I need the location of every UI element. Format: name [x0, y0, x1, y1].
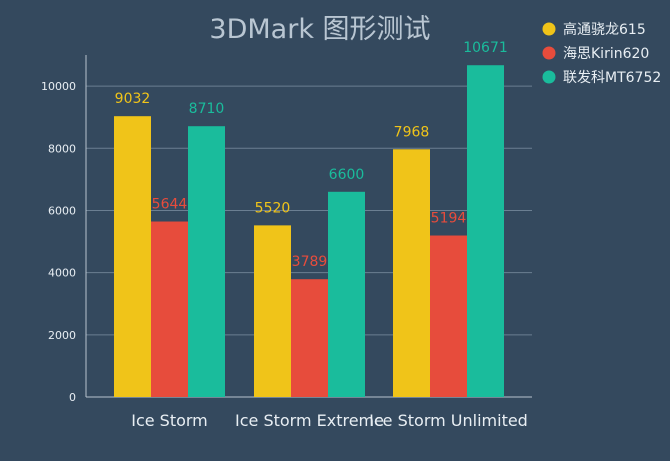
x-tick-label: Ice Storm Unlimited	[369, 411, 528, 430]
legend-marker	[542, 70, 556, 84]
x-tick-label: Ice Storm	[131, 411, 208, 430]
legend-label: 联发科MT6752	[563, 70, 661, 86]
legend-label: 海思Kirin620	[563, 46, 649, 62]
bar	[188, 126, 225, 397]
bar	[291, 279, 328, 397]
bar	[328, 191, 365, 397]
y-tick-label: 4000	[48, 267, 76, 280]
data-label: 9032	[115, 91, 151, 107]
legend-marker	[542, 46, 556, 60]
bar	[393, 149, 430, 397]
chart-title: 3DMark 图形测试	[209, 14, 430, 45]
data-label: 7968	[394, 124, 430, 140]
y-tick-label: 0	[69, 391, 76, 404]
data-label: 6600	[329, 167, 365, 183]
legend-label: 高通骁龙615	[563, 21, 646, 38]
y-tick-label: 10000	[41, 80, 76, 93]
data-labels: 9032 5644 8710 5520 3789 6600 7968 5194 10671	[115, 40, 508, 270]
data-label: 5194	[431, 211, 467, 227]
bar	[467, 65, 504, 397]
bar	[254, 225, 291, 397]
bar	[114, 116, 151, 397]
bar	[430, 235, 467, 397]
legend: 高通骁龙615 海思Kirin620 联发科MT6752	[542, 21, 661, 86]
y-tick-labels: 0 2000 4000 6000 8000 10000	[41, 80, 76, 404]
data-label: 3789	[292, 254, 328, 270]
data-label: 5520	[255, 200, 291, 216]
x-tick-label: Ice Storm Extreme	[235, 411, 384, 430]
legend-marker	[542, 22, 556, 36]
bar	[151, 221, 188, 397]
data-label: 8710	[189, 101, 225, 117]
bars	[114, 65, 504, 397]
data-label: 10671	[463, 40, 508, 56]
y-tick-label: 2000	[48, 329, 76, 342]
data-label: 5644	[152, 197, 188, 213]
y-tick-label: 8000	[48, 142, 76, 155]
y-tick-label: 6000	[48, 204, 76, 217]
